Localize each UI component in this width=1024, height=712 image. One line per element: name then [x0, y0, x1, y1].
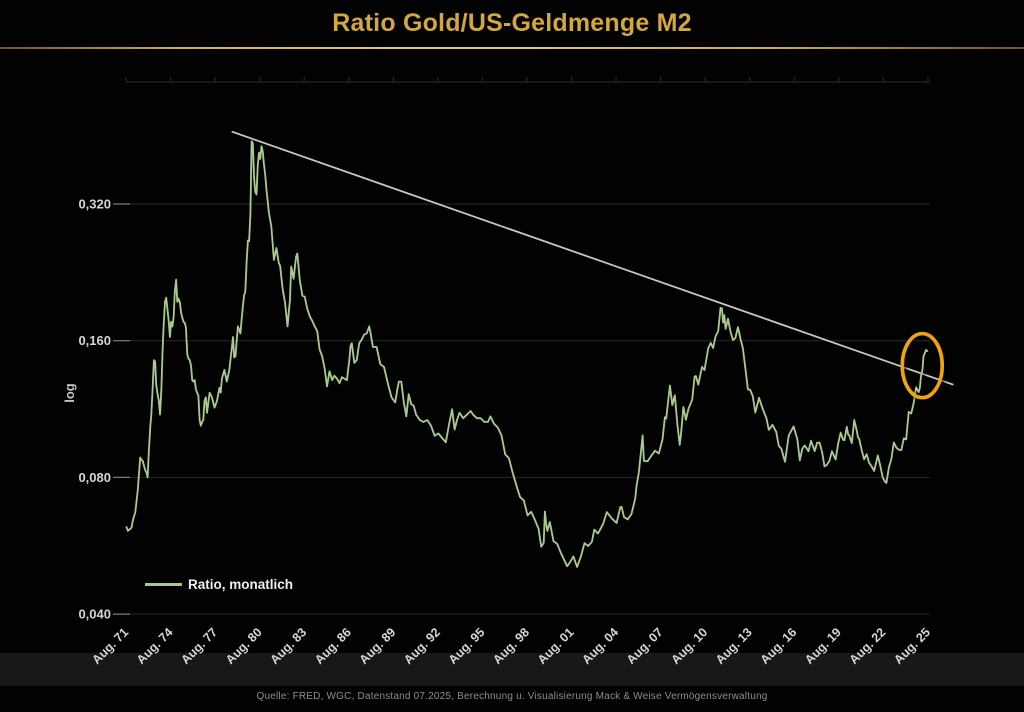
legend-line-swatch [145, 582, 182, 586]
x-tick-label: Aug. 83 [267, 625, 309, 667]
x-tick-label: Aug. 07 [624, 625, 666, 667]
x-tick-label: Aug. 77 [178, 625, 220, 667]
x-tick-label: Aug. 19 [802, 625, 844, 667]
y-tick-label: 0,040 [78, 607, 111, 622]
x-tick-label: Aug. 10 [668, 625, 710, 667]
y-axis-title: log [62, 383, 77, 403]
trendline [231, 130, 954, 386]
x-tick-label: Aug. 16 [758, 625, 800, 667]
y-tick-label: 0,080 [78, 470, 111, 485]
x-tick-label: Aug. 74 [134, 625, 176, 667]
x-tick-label: Aug. 13 [713, 625, 755, 667]
x-tick-label: Aug. 04 [579, 625, 621, 667]
x-tick-label: Aug. 89 [357, 625, 399, 667]
x-tick-label: Aug. 01 [535, 625, 577, 667]
page-title: Ratio Gold/US-Geldmenge M2 [332, 9, 692, 37]
x-tick-label: Aug. 25 [891, 625, 933, 667]
series-line-ratio [125, 140, 929, 568]
x-tick-label: Aug. 71 [89, 625, 131, 667]
x-tick-label: Aug. 92 [401, 625, 443, 667]
bottom-band [0, 653, 1024, 686]
x-tick-label: Aug. 98 [490, 625, 532, 667]
x-tick-label: Aug. 22 [847, 625, 889, 667]
source-note: Quelle: FRED, WGC, Datenstand 07.2025, B… [256, 691, 768, 702]
title-bar: Ratio Gold/US-Geldmenge M2 [0, 0, 1024, 47]
x-tick-label: Aug. 95 [446, 625, 488, 667]
y-tick-label: 0,320 [78, 197, 111, 212]
x-tick-label: Aug. 80 [223, 625, 265, 667]
legend-label: Ratio, monatlich [188, 576, 294, 592]
gold-divider [0, 47, 1024, 49]
x-tick-label: Aug. 86 [312, 625, 354, 667]
y-tick-label: 0,160 [78, 333, 111, 348]
highlight-ellipse [900, 331, 945, 400]
legend: Ratio, monatlich [145, 575, 293, 593]
